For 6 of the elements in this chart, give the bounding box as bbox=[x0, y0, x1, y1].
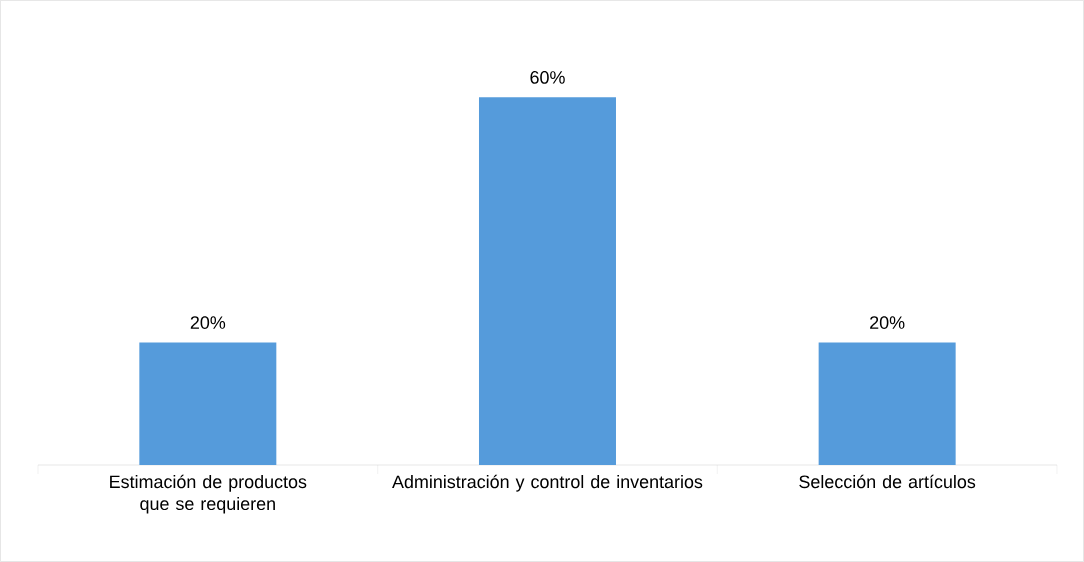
data-label: 20% bbox=[870, 316, 905, 329]
x-tick-label: Estimación de productos que se requieren bbox=[110, 474, 307, 514]
data-label: 20% bbox=[190, 316, 226, 329]
x-tick-label: Administración y control de inventarios bbox=[392, 474, 703, 492]
x-tick-label: Selección de artículos bbox=[799, 474, 976, 489]
data-label: 60% bbox=[530, 71, 565, 84]
